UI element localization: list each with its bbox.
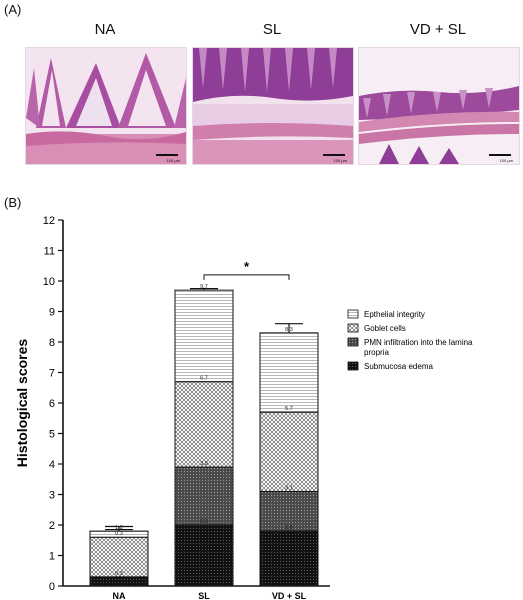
legend-swatch	[347, 337, 359, 347]
data-label: 6.7	[200, 376, 208, 382]
legend-label: Epthelial integrity	[364, 310, 425, 319]
data-label: 1.8	[115, 525, 123, 531]
bar-segment	[259, 530, 319, 587]
data-label: 8.3	[285, 327, 293, 333]
y-tick-label: 3	[49, 490, 55, 502]
data-label: 0.3	[115, 571, 123, 577]
bar-segment	[89, 536, 149, 578]
data-label: 2.0	[200, 519, 208, 525]
legend-label: PMN infiltration into the lamina propria	[364, 338, 473, 357]
y-tick-label: 10	[43, 276, 55, 288]
significance-marker: *	[244, 259, 250, 274]
y-tick-label: 7	[49, 368, 55, 380]
y-tick-label: 6	[49, 398, 55, 410]
bar-segment	[89, 576, 149, 587]
y-tick-label: 4	[49, 459, 55, 471]
bar-segment	[174, 466, 234, 526]
y-tick-label: 0	[49, 581, 55, 593]
y-tick-label: 1	[49, 551, 55, 563]
bar-segment	[174, 524, 234, 587]
scale-label: 100 µm	[499, 158, 513, 163]
bar-segment	[174, 381, 234, 468]
legend-label: Goblet cells	[364, 324, 406, 333]
data-label: 1.8	[285, 525, 293, 531]
y-tick-label: 8	[49, 337, 55, 349]
scale-bar	[156, 154, 178, 156]
x-tick-label: SL	[198, 591, 210, 600]
histology-image-vd-sl: 100 µm	[358, 47, 520, 165]
significance-bracket	[203, 274, 290, 280]
scale-bar	[323, 154, 345, 156]
y-tick-label: 2	[49, 520, 55, 532]
panel-b-label: (B)	[4, 195, 22, 210]
image-title-vd-sl: VD + SL	[409, 21, 467, 38]
y-tick-label: 11	[44, 246, 55, 258]
legend-swatch	[347, 323, 359, 333]
data-label: 3.1	[285, 485, 293, 491]
y-tick-label: 12	[43, 215, 55, 227]
data-label: 3.9	[200, 461, 208, 467]
image-title-na: NA	[94, 21, 116, 38]
x-tick-label: NA	[113, 591, 126, 600]
scale-label: 100 µm	[333, 158, 347, 163]
bar-segment	[174, 289, 234, 383]
data-label: 0.3	[115, 531, 123, 537]
histology-image-na: 100 µm	[25, 47, 187, 165]
y-axis-label: Histological scores	[14, 339, 30, 468]
y-tick-label: 9	[49, 307, 55, 319]
data-label: 9.7	[200, 284, 208, 290]
legend-swatch	[347, 309, 359, 319]
y-tick-label: 5	[49, 429, 55, 441]
histology-image-sl: 100 µm	[192, 47, 354, 165]
scale-label: 100 µm	[166, 158, 180, 163]
bar-segment	[259, 332, 319, 413]
legend-swatch	[347, 361, 359, 371]
panel-a-label: (A)	[4, 2, 22, 17]
legend-label: Submucosa edema	[364, 362, 433, 371]
scale-bar	[489, 154, 511, 156]
image-title-sl: SL	[262, 21, 282, 38]
bar-segment	[259, 411, 319, 492]
data-label: 5.7	[285, 406, 293, 412]
x-tick-label: VD + SL	[272, 591, 307, 600]
